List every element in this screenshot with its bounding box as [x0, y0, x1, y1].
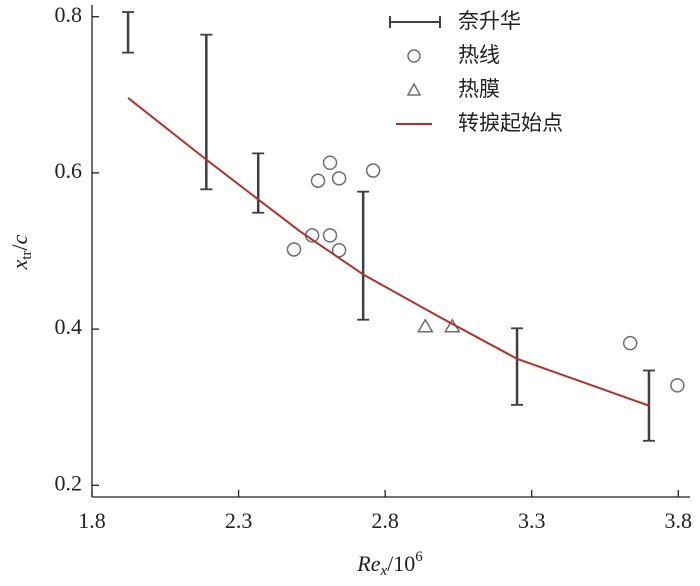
- x-label-rest: /10: [387, 551, 415, 576]
- x-tick-label: 1.8: [78, 508, 106, 533]
- circle-point: [331, 171, 347, 186]
- x-tick-label: 2.3: [225, 508, 253, 533]
- error-bar: [357, 190, 370, 321]
- y-tick-label: 0.8: [55, 2, 83, 27]
- circle-point: [331, 242, 347, 258]
- error-bar: [122, 11, 135, 54]
- x-tick-label: 2.8: [371, 508, 399, 533]
- circle-point: [365, 163, 381, 178]
- x-label-main: Re: [356, 551, 380, 576]
- legend-label: 热膜: [458, 77, 500, 101]
- x-tick-label: 3.8: [665, 508, 693, 533]
- circle-point: [286, 242, 302, 257]
- y-label-slash: /: [7, 243, 32, 250]
- legend-label: 奈升华: [458, 9, 521, 33]
- legend-label: 热线: [458, 43, 500, 67]
- triangle-point: [416, 318, 434, 333]
- error-bar: [511, 327, 524, 406]
- error-bar: [200, 33, 213, 191]
- circle-point: [322, 155, 338, 171]
- y-axis-label: xtr/c: [7, 234, 35, 270]
- legend-symbol: [406, 82, 422, 96]
- circle-point: [310, 173, 326, 188]
- y-tick-label: 0.4: [55, 314, 83, 339]
- x-axis-label: Rex/106: [356, 549, 423, 579]
- circle-point: [322, 228, 338, 243]
- circle-point: [670, 378, 685, 393]
- y-label-c: c: [7, 234, 32, 244]
- error-bar: [252, 152, 265, 214]
- line-series: [127, 97, 650, 407]
- y-label-main: x: [7, 259, 32, 270]
- legend-symbol: [407, 49, 421, 63]
- circle-point: [622, 335, 638, 351]
- x-label-sub: x: [379, 563, 387, 579]
- y-label-sub: tr: [19, 250, 35, 259]
- x-label-sup: 6: [415, 549, 423, 565]
- legend-label: 转捩起始点: [458, 111, 563, 135]
- y-tick-label: 0.2: [55, 470, 83, 495]
- y-tick-label: 0.6: [55, 158, 83, 183]
- x-tick-label: 3.3: [518, 508, 546, 533]
